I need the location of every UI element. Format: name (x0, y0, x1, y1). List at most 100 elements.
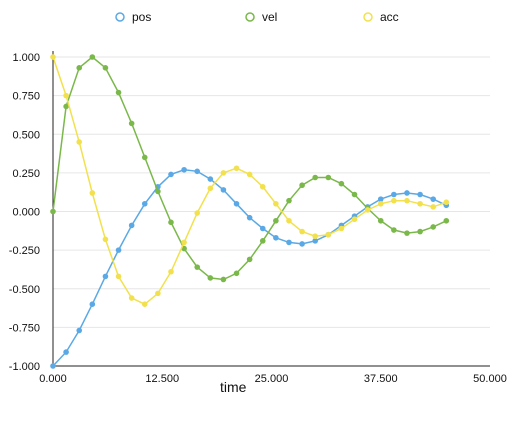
data-point-pos (63, 349, 69, 355)
data-point-pos (128, 222, 135, 229)
data-point-pos (233, 200, 240, 207)
data-point-pos (181, 166, 187, 173)
data-point-pos (246, 214, 253, 221)
data-point-pos (115, 247, 122, 253)
data-point-vel (128, 120, 135, 127)
data-point-acc (430, 204, 436, 210)
data-point-pos (286, 239, 292, 246)
data-point-acc (220, 170, 227, 176)
data-point-vel (89, 54, 96, 60)
x-axis-label: time (220, 379, 247, 395)
data-point-vel (404, 230, 410, 236)
data-point-vel (430, 224, 436, 230)
series-layer (50, 54, 450, 369)
legend-label-vel: vel (262, 10, 277, 24)
x-tick-label: 0.000 (39, 373, 67, 385)
data-point-pos (207, 176, 214, 182)
data-point-vel (220, 276, 227, 283)
data-point-acc (115, 273, 122, 280)
data-point-pos (102, 273, 109, 280)
data-point-vel (377, 217, 384, 224)
y-tick-label: -1.000 (9, 361, 40, 373)
data-point-pos (76, 327, 83, 334)
data-point-pos (404, 190, 410, 196)
y-tick-label: -0.250 (9, 245, 40, 257)
legend-item-vel[interactable]: vel (245, 10, 277, 24)
data-point-vel (194, 264, 201, 270)
data-point-vel (233, 270, 240, 277)
data-point-vel (141, 154, 148, 161)
legend-label-pos: pos (132, 10, 151, 24)
data-point-pos (220, 187, 227, 193)
data-point-pos (141, 200, 148, 207)
data-point-vel (273, 217, 279, 224)
legend-label-acc: acc (380, 10, 399, 24)
data-point-acc (207, 185, 214, 192)
data-point-acc (168, 268, 174, 275)
x-tick-label: 12.500 (145, 373, 179, 385)
legend-marker-vel (245, 12, 255, 22)
data-point-pos (168, 171, 174, 178)
data-point-acc (141, 301, 148, 308)
data-point-acc (89, 190, 96, 196)
data-point-vel (338, 180, 345, 187)
data-point-acc (404, 197, 410, 204)
data-point-vel (417, 228, 423, 235)
data-point-acc (338, 225, 345, 232)
legend: pos vel acc (115, 10, 399, 24)
x-tick-label: 50.000 (473, 373, 507, 385)
data-point-vel (63, 103, 69, 110)
data-point-pos (377, 196, 384, 202)
data-point-acc (443, 199, 450, 206)
data-point-acc (273, 200, 279, 207)
grid (53, 56, 490, 367)
data-point-pos (194, 168, 201, 175)
data-point-vel (76, 65, 83, 71)
data-point-pos (312, 238, 319, 244)
data-point-acc (181, 239, 187, 246)
data-point-vel (207, 275, 214, 281)
data-point-acc (128, 295, 135, 301)
y-tick-label: 0.750 (12, 91, 40, 103)
data-point-vel (155, 188, 161, 195)
y-tick-label: 0.000 (12, 207, 40, 219)
y-tick-label: 1.000 (12, 52, 40, 64)
legend-item-pos[interactable]: pos (115, 10, 151, 24)
data-point-acc (351, 216, 358, 223)
data-point-pos (50, 363, 56, 369)
data-point-acc (286, 217, 292, 224)
legend-marker-acc (363, 12, 373, 22)
data-point-vel (246, 256, 253, 263)
legend-item-acc[interactable]: acc (363, 10, 399, 24)
data-point-acc (417, 200, 423, 207)
data-point-acc (50, 54, 56, 60)
data-point-vel (443, 217, 450, 224)
data-point-acc (194, 210, 201, 216)
data-point-acc (325, 231, 332, 238)
data-point-acc (233, 165, 240, 172)
data-point-acc (63, 92, 69, 99)
data-point-acc (391, 197, 397, 204)
data-point-vel (351, 191, 358, 198)
data-point-vel (259, 238, 266, 244)
data-point-vel (312, 174, 319, 181)
data-point-vel (299, 182, 305, 189)
y-tick-label: 0.250 (12, 168, 40, 180)
data-point-vel (50, 208, 56, 215)
data-point-acc (377, 200, 384, 207)
x-tick-label: 25.000 (255, 373, 289, 385)
data-point-acc (102, 236, 109, 243)
axes: 1.000 0.750 0.500 0.250 0.000 -0.250 -0.500 -0.… (9, 51, 507, 385)
series-line-pos (52, 169, 447, 367)
data-point-vel (286, 197, 292, 204)
data-point-acc (299, 228, 305, 235)
data-point-pos (417, 191, 423, 198)
data-point-acc (76, 139, 83, 145)
data-point-acc (312, 233, 319, 240)
data-point-vel (391, 227, 397, 233)
data-point-acc (364, 207, 371, 213)
data-point-vel (168, 219, 174, 226)
data-point-acc (259, 183, 266, 190)
data-point-acc (155, 290, 161, 297)
